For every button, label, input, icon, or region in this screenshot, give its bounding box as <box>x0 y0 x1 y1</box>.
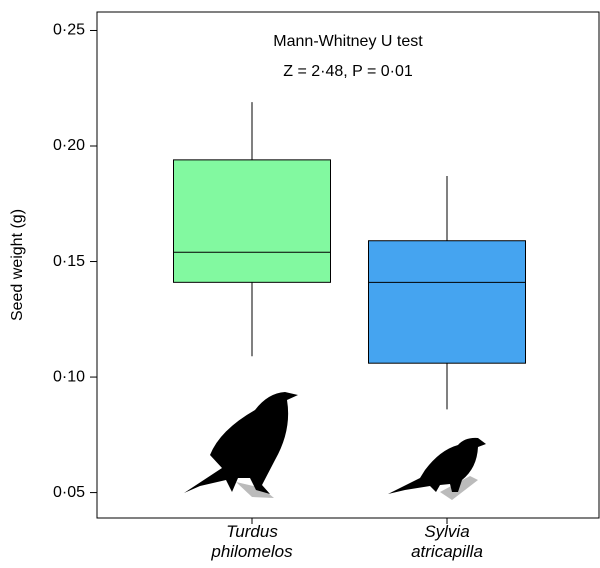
annotation: Z = 2·48, P = 0·01 <box>283 63 413 80</box>
y-tick-label: 0·10 <box>53 368 85 385</box>
x-tick-label: Turdus philomelos <box>211 522 293 561</box>
bird-icon <box>184 392 298 498</box>
x-tick-label-box: Sylvia atricapilla <box>411 522 483 561</box>
plot-frame <box>96 11 600 519</box>
y-axis-label: Seed weight (g) <box>9 209 26 321</box>
box <box>368 240 526 364</box>
bird-icon <box>388 437 486 500</box>
x-tick-label-box: Turdus philomelos <box>211 522 293 561</box>
y-tick-label: 0·15 <box>53 253 85 270</box>
y-tick-label: 0·25 <box>53 22 85 39</box>
box <box>173 159 331 283</box>
y-tick-label: 0·05 <box>53 484 85 501</box>
annotation: Mann-Whitney U test <box>273 33 423 50</box>
y-tick-label: 0·20 <box>53 137 85 154</box>
x-tick-label: Sylvia atricapilla <box>411 522 483 561</box>
